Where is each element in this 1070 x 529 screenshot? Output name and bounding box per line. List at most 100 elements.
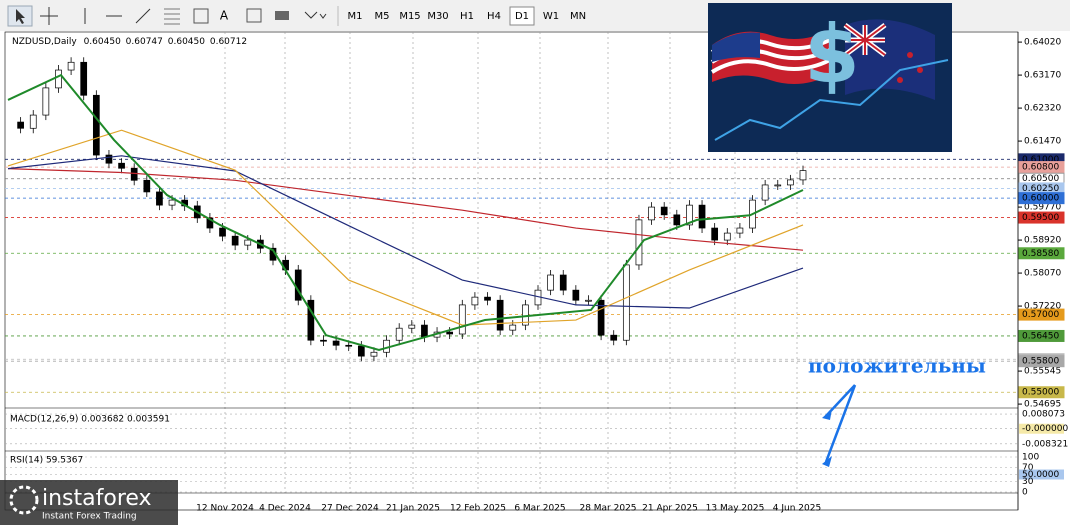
close: 0.60712 [210,37,247,47]
timeframe-button[interactable]: H4 [487,11,501,22]
date-label: 4 Dec 2024 [259,504,311,514]
price-tick-label: 0.59770 [1024,203,1061,213]
candle [547,274,554,291]
levels [5,158,1018,393]
candle [673,214,681,226]
plot [7,57,807,362]
candle [446,331,454,335]
symbol-header: NZDUSD,Daily 0.60450 0.60747 0.60450 0.6… [12,37,247,47]
trendline-icon[interactable] [135,8,151,24]
timeframe-button[interactable]: H1 [460,11,474,22]
watermark-brand: instaforex [42,486,152,511]
label-icon[interactable] [246,8,262,23]
macd-label: MACD(12,26,9) 0.003682 0.003591 [10,415,170,425]
candle [42,87,50,116]
candle [572,289,580,301]
fibo-icon[interactable] [164,8,180,25]
candle [80,61,88,96]
price-tick-label: 0.54695 [1024,400,1061,410]
candle [648,206,655,221]
level-badge [1018,386,1065,399]
candle [357,345,365,357]
timeframe-button[interactable]: M30 [427,11,448,22]
date-label: 21 Jan 2025 [386,504,440,514]
timeframe-button[interactable]: M15 [399,11,420,22]
candle [711,227,719,241]
channel-icon[interactable] [193,8,209,24]
level-label: 0.55800 [1022,357,1059,367]
timeframe-button[interactable]: M5 [375,11,390,22]
level-badge [1018,161,1065,174]
level-label: 0.60000 [1022,194,1059,204]
candle [622,264,630,341]
date-label: 21 Apr 2025 [642,504,698,514]
candle [723,232,731,241]
candle [307,299,315,341]
price-tick-label: 0.61470 [1024,137,1061,147]
candle [799,170,807,181]
level-label: 0.57000 [1022,310,1059,320]
level-badge [1018,308,1065,321]
level-badge [1018,211,1065,224]
price-tick-label: 0.57220 [1024,302,1061,312]
rsi-tick-label: 70 [1022,463,1034,473]
moving-average [7,155,804,309]
shape-icon[interactable] [275,11,289,20]
watermark-tagline: Instant Forex Trading [42,512,137,522]
us-canton [712,32,760,62]
candle [585,299,592,302]
image-chart [714,59,949,141]
axes: 0.64020 0.63170 0.62320 0.61470 0.59770 0.589… [196,38,1068,514]
candle [610,334,618,341]
candle [698,204,706,229]
watermark-logo [9,485,39,515]
timeframe-button[interactable]: M1 [348,11,363,22]
date-label: 12 Feb 2025 [450,504,506,514]
timeframe-button[interactable]: D1 [515,11,529,22]
candle [408,324,416,329]
rsi-badge [1019,469,1064,480]
candle [143,179,151,193]
candle [156,191,163,206]
candle [421,324,428,338]
level-label: 0.56450 [1022,331,1059,341]
level-label: 0.55000 [1022,388,1059,398]
moving-average [7,129,804,326]
macd-tick-label: 0.008073 [1022,410,1065,420]
star [917,67,923,73]
candle [509,324,517,331]
crosshair-icon[interactable] [40,7,58,25]
price-tick-label: 0.58920 [1024,236,1061,246]
level-label: 0.58580 [1022,249,1059,259]
candle [660,206,668,216]
date-label: 27 Dec 2024 [321,504,379,514]
date-label: 6 Mar 2025 [514,504,565,514]
candle [370,351,378,357]
dollar-sign: $ [804,8,860,101]
grid [5,32,1018,493]
text-tool[interactable]: A [220,9,229,23]
arrows-icon[interactable] [304,11,327,19]
date-label: 13 May 2025 [706,504,765,514]
candle [559,274,567,291]
timeframe-button[interactable]: W1 [543,11,559,22]
macd-tick-label: -0.008321 [1022,439,1068,449]
candle [774,184,782,187]
level-badge [1018,329,1065,342]
rsi-tick-label: 50.0000 [1022,470,1059,480]
candle [458,304,466,335]
union-jack-red [844,24,886,56]
open: 0.60450 [84,37,121,47]
moving-average [7,73,804,351]
timeframe-button[interactable]: MN [570,11,586,22]
macd-badge [1019,423,1064,434]
level-label: 0.60250 [1022,184,1059,194]
candle [332,340,340,346]
rsi-tick-label: 30 [1022,477,1034,487]
candle [597,299,605,336]
price-tick-label: 0.62320 [1024,104,1061,114]
candle [105,154,113,164]
star [897,77,903,83]
candle [92,94,100,156]
